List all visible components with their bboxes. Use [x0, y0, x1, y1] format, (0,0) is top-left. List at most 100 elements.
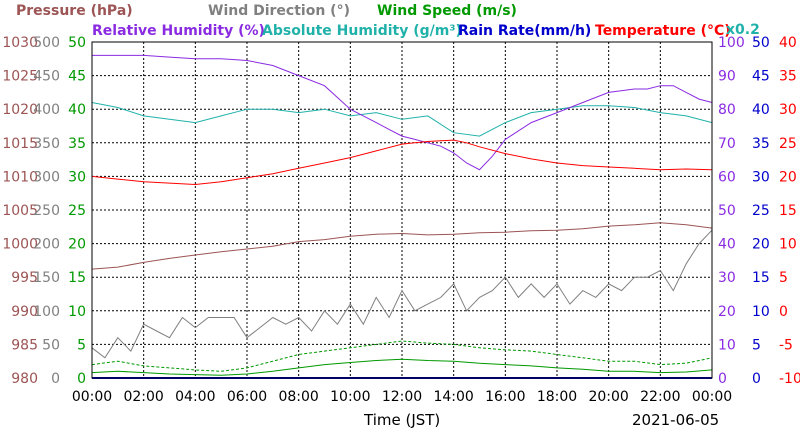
- y-tick-wind-speed: 50: [68, 35, 86, 51]
- legend-rain-rate: Rain Rate(mm/h): [458, 23, 591, 39]
- y-tick-rain-rate: 10: [752, 304, 770, 320]
- y-tick-pressure: 1020: [2, 102, 38, 118]
- y-tick-wind-speed: 10: [68, 304, 86, 320]
- x-tick-label: 14:00: [433, 389, 473, 405]
- y-tick-pressure: 995: [11, 270, 38, 286]
- y-tick-humidity: 70: [718, 136, 736, 152]
- y-tick-wind-speed: 35: [68, 136, 86, 152]
- y-tick-pressure: 980: [11, 371, 38, 387]
- y-tick-wind-speed: 25: [68, 203, 86, 219]
- x-tick-label: 06:00: [227, 389, 267, 405]
- y-tick-pressure: 1000: [2, 237, 38, 253]
- y-tick-pressure: 985: [11, 337, 38, 353]
- plot-frame: [91, 41, 713, 379]
- y-tick-rain-rate: 45: [752, 69, 770, 85]
- legend-temperature: Temperature (°C): [595, 23, 731, 39]
- x-axis-label: Time (JST): [363, 411, 440, 429]
- legend-pressure: Pressure (hPa): [16, 3, 133, 19]
- y-tick-temperature: 40: [779, 35, 797, 51]
- series-relative-humidity: [92, 54, 713, 171]
- y-tick-wind-speed: 15: [68, 270, 86, 286]
- legend-wind-speed: Wind Speed (m/s): [377, 3, 517, 19]
- x-tick-label: 16:00: [485, 389, 525, 405]
- series-wind-speed-m-s-avg: [91, 358, 713, 376]
- y-tick-wind-dir: 350: [33, 136, 60, 152]
- y-tick-humidity: 50: [718, 203, 736, 219]
- y-tick-wind-dir: 0: [51, 371, 60, 387]
- y-tick-temperature: -10: [779, 371, 800, 387]
- y-tick-temperature: 35: [779, 69, 797, 85]
- y-tick-humidity: 60: [718, 169, 736, 185]
- y-tick-rain-rate: 15: [752, 270, 770, 286]
- y-tick-humidity: 90: [718, 69, 736, 85]
- y-tick-rain-rate: 20: [752, 237, 770, 253]
- x-tick-label: 02:00: [123, 389, 163, 405]
- y-tick-wind-speed: 5: [77, 337, 86, 353]
- chart-date: 2021-06-05: [632, 411, 719, 429]
- axis-labels: 00:00 02:00 04:00 06:00 08:00 10:00 12:00 14:00…: [2, 35, 800, 405]
- y-tick-wind-dir: 400: [33, 102, 60, 118]
- y-tick-pressure: 1010: [2, 169, 38, 185]
- x-tick-label: 10:00: [330, 389, 370, 405]
- series-pressure-hpa: [91, 222, 713, 270]
- y-tick-humidity: 20: [718, 304, 736, 320]
- y-tick-rain-rate: 25: [752, 203, 770, 219]
- y-tick-humidity: 10: [718, 337, 736, 353]
- y-tick-pressure: 1025: [2, 69, 38, 85]
- y-tick-humidity: 0: [718, 371, 727, 387]
- y-tick-temperature: -5: [779, 337, 793, 353]
- y-tick-pressure: 1005: [2, 203, 38, 219]
- y-tick-temperature: 5: [779, 270, 788, 286]
- x-tick-label: 12:00: [382, 389, 422, 405]
- x-tick-label: 04:00: [175, 389, 215, 405]
- y-tick-humidity: 100: [718, 35, 745, 51]
- y-tick-rain-rate: 30: [752, 169, 770, 185]
- y-tick-wind-dir: 200: [33, 237, 60, 253]
- y-tick-temperature: 10: [779, 237, 797, 253]
- y-tick-pressure: 990: [11, 304, 38, 320]
- y-tick-wind-speed: 45: [68, 69, 86, 85]
- abs-humidity-multiplier: x0.2: [726, 22, 760, 38]
- y-tick-humidity: 40: [718, 237, 736, 253]
- y-tick-wind-speed: 30: [68, 169, 86, 185]
- y-tick-rain-rate: 50: [752, 35, 770, 51]
- y-tick-humidity: 30: [718, 270, 736, 286]
- x-tick-label: 00:00: [72, 389, 112, 405]
- y-tick-wind-dir: 100: [33, 304, 60, 320]
- y-tick-rain-rate: 35: [752, 136, 770, 152]
- y-tick-wind-speed: 40: [68, 102, 86, 118]
- legend-wind-direction: Wind Direction (°): [208, 3, 350, 19]
- series-temperature-c: [91, 139, 713, 186]
- y-tick-wind-speed: 0: [77, 371, 86, 387]
- series-absolute-humidity-g-m: [91, 102, 713, 137]
- y-tick-wind-dir: 150: [33, 270, 60, 286]
- y-tick-temperature: 30: [779, 102, 797, 118]
- y-tick-temperature: 20: [779, 169, 797, 185]
- y-tick-pressure: 1030: [2, 35, 38, 51]
- series-wind-direction: [91, 229, 713, 359]
- y-tick-wind-dir: 250: [33, 203, 60, 219]
- series-wind-speed-m-s-max: [91, 340, 713, 372]
- legend-absolute-humidity: Absolute Humidity (g/m³): [262, 23, 462, 39]
- y-tick-wind-dir: 500: [33, 35, 60, 51]
- y-tick-temperature: 0: [779, 304, 788, 320]
- y-tick-rain-rate: 40: [752, 102, 770, 118]
- y-tick-wind-dir: 50: [42, 337, 60, 353]
- y-tick-rain-rate: 0: [752, 371, 761, 387]
- y-tick-wind-speed: 20: [68, 237, 86, 253]
- legend-relative-humidity: Relative Humidity (%): [92, 23, 265, 39]
- y-tick-wind-dir: 300: [33, 169, 60, 185]
- x-tick-label: 08:00: [278, 389, 318, 405]
- y-tick-humidity: 80: [718, 102, 736, 118]
- grid: [92, 42, 712, 378]
- x-tick-label: 18:00: [537, 389, 577, 405]
- y-tick-pressure: 1015: [2, 136, 38, 152]
- x-tick-label: 00:00: [692, 389, 732, 405]
- y-tick-rain-rate: 5: [752, 337, 761, 353]
- y-tick-temperature: 25: [779, 136, 797, 152]
- x-tick-label: 20:00: [588, 389, 628, 405]
- y-tick-temperature: 15: [779, 203, 797, 219]
- x-tick-label: 22:00: [640, 389, 680, 405]
- y-tick-wind-dir: 450: [33, 69, 60, 85]
